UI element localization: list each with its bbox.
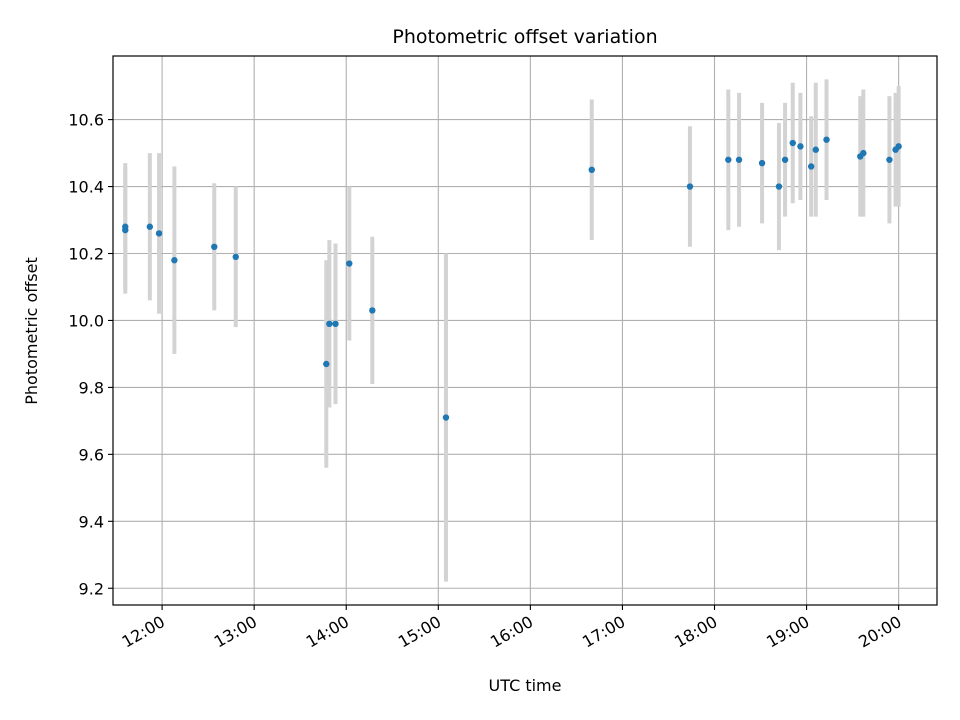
x-tick-label: 16:00 bbox=[487, 612, 536, 652]
data-point bbox=[369, 307, 376, 314]
data-point bbox=[860, 149, 867, 157]
x-axis-ticks: 12:00 13:00 14:00 15:00 16:00 17:00 18:00 19:00… bbox=[119, 605, 905, 652]
data-point bbox=[122, 223, 129, 230]
point-layer bbox=[122, 136, 902, 421]
y-tick-label: 9.8 bbox=[79, 378, 104, 397]
x-tick-label: 20:00 bbox=[855, 612, 904, 652]
data-point bbox=[232, 253, 239, 261]
x-axis-label: UTC time bbox=[489, 676, 562, 695]
y-tick-label: 9.4 bbox=[79, 512, 104, 531]
x-tick-label: 14:00 bbox=[303, 612, 352, 652]
x-tick-label: 18:00 bbox=[671, 612, 720, 652]
y-tick-label: 10.4 bbox=[68, 178, 104, 197]
x-tick-label: 12:00 bbox=[119, 612, 168, 652]
data-point bbox=[146, 223, 154, 230]
data-point bbox=[775, 183, 783, 190]
data-point bbox=[735, 156, 743, 163]
data-point bbox=[758, 159, 766, 167]
x-tick-label: 13:00 bbox=[211, 612, 260, 652]
data-point bbox=[895, 143, 902, 150]
data-point bbox=[886, 156, 893, 163]
data-point bbox=[797, 143, 804, 150]
data-point bbox=[823, 136, 830, 143]
y-tick-label: 9.6 bbox=[79, 445, 104, 464]
data-point bbox=[781, 156, 789, 163]
plot-frame bbox=[112, 55, 938, 606]
data-point bbox=[323, 360, 330, 368]
chart-title: Photometric offset variation bbox=[392, 26, 657, 48]
y-axis-ticks: 9.2 9.4 9.6 9.8 10.0 10.2 10.4 10.6 bbox=[68, 111, 113, 598]
data-point bbox=[725, 156, 732, 163]
errorbar-layer bbox=[123, 79, 901, 582]
data-point bbox=[171, 257, 178, 264]
data-point bbox=[588, 166, 595, 174]
x-tick-label: 19:00 bbox=[763, 612, 812, 652]
grid-layer bbox=[113, 56, 937, 605]
data-point bbox=[812, 146, 819, 153]
x-tick-label: 17:00 bbox=[579, 612, 628, 652]
data-point bbox=[346, 260, 353, 267]
data-point bbox=[789, 139, 796, 147]
data-point bbox=[326, 320, 333, 328]
data-point bbox=[442, 414, 450, 421]
data-point bbox=[686, 183, 694, 190]
data-point bbox=[155, 230, 163, 237]
x-tick-label: 15:00 bbox=[395, 612, 444, 652]
data-point bbox=[211, 243, 218, 251]
y-tick-label: 9.2 bbox=[79, 579, 104, 598]
y-tick-label: 10.6 bbox=[68, 111, 104, 130]
y-axis-label: Photometric offset bbox=[22, 257, 41, 405]
data-point bbox=[332, 320, 339, 328]
y-tick-label: 10.0 bbox=[68, 311, 104, 330]
y-tick-label: 10.2 bbox=[68, 245, 104, 264]
data-point bbox=[807, 163, 815, 170]
